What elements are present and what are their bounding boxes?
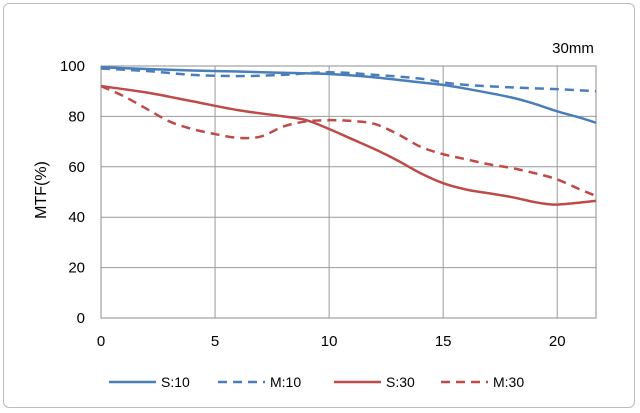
- x-axis-tick-labels: 0 5 10 15 20: [97, 333, 566, 350]
- y-tick-label: 20: [68, 260, 85, 277]
- plot-area-border: [100, 65, 597, 319]
- legend-label: S:30: [386, 374, 415, 390]
- x-tick-label: 0: [97, 333, 105, 350]
- series-line-s-10: [101, 66, 596, 124]
- y-axis-label: MTF(%): [33, 161, 50, 219]
- x-tick-label: 20: [549, 333, 566, 350]
- y-axis-tick-labels: 0 20 40 60 80 100: [60, 58, 85, 327]
- legend-label: S:10: [161, 374, 190, 390]
- series-lines: [101, 66, 596, 206]
- chart-gridlines: [100, 65, 596, 319]
- focal-length-annotation: 30mm: [552, 40, 594, 57]
- plot-area-rect: [100, 65, 597, 319]
- legend-label: M:10: [270, 374, 301, 390]
- legend-label: M:30: [493, 374, 524, 390]
- x-tick-label: 15: [435, 333, 452, 350]
- series-line-m-30: [101, 85, 596, 197]
- series-line-s-30: [101, 84, 596, 206]
- y-tick-label: 0: [77, 310, 85, 327]
- y-tick-label: 100: [60, 58, 85, 75]
- x-tick-label: 5: [211, 333, 219, 350]
- chart-frame: [3, 3, 635, 408]
- x-tick-label: 10: [321, 333, 338, 350]
- y-tick-label: 40: [68, 209, 85, 226]
- series-line-m-10: [101, 67, 596, 93]
- legend: S:10 M:10 S:30 M:30: [109, 374, 524, 390]
- y-tick-label: 80: [68, 108, 85, 125]
- y-tick-label: 60: [68, 159, 85, 176]
